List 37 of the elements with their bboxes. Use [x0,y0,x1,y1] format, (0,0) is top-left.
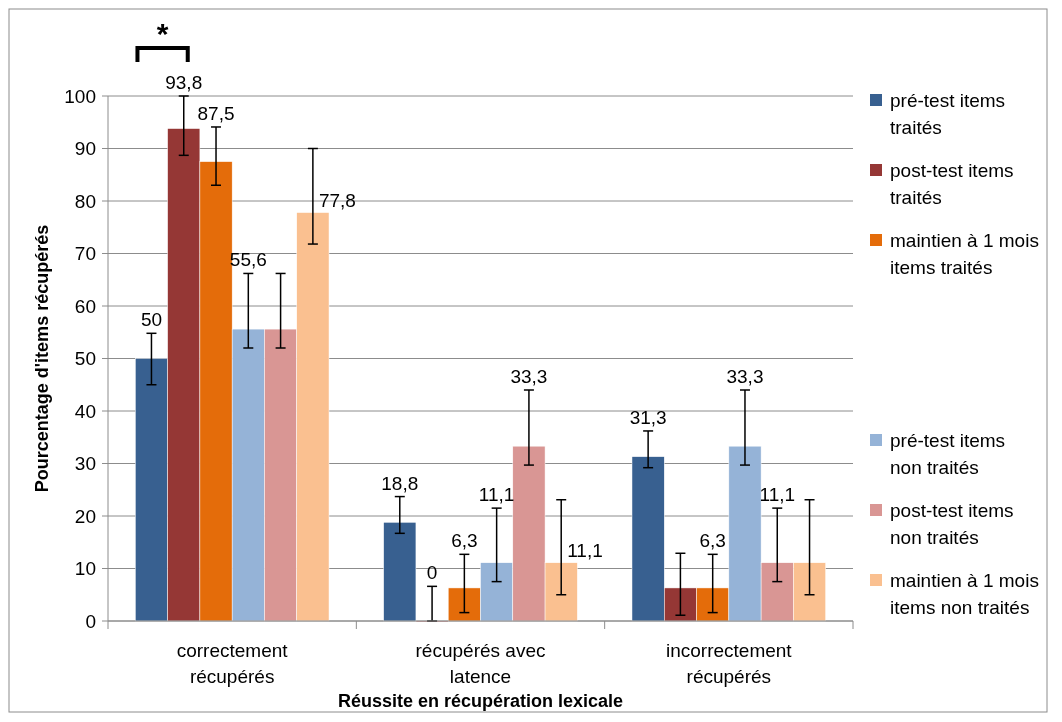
legend-label: pré-test items traités [890,89,1006,138]
y-tick-label: 10 [74,558,96,580]
data-label: 18,8 [381,472,419,494]
text: * [156,17,169,50]
data-label: 6,3 [451,530,478,552]
y-tick-label: 60 [74,295,96,317]
legend-label: post-test items traités [890,159,1014,208]
y-tick-label: 30 [74,453,96,475]
x-tick-label: récupérés avec latence [415,640,546,687]
y-tick-label: 90 [74,138,96,160]
x-tick-label: incorrectement récupérés [666,640,793,687]
data-label: 87,5 [197,102,235,124]
data-label: 11,1 [759,484,796,506]
data-label: 11,1 [478,484,515,506]
y-tick-label: 70 [74,243,96,265]
x-tick-label: correctement récupérés [176,640,289,687]
y-tick-label: 50 [74,348,96,370]
y-tick-label: 80 [74,190,96,212]
data-label: 6,3 [699,530,726,552]
y-axis-title: Pourcentage d'items récupérés [32,224,52,493]
data-label: 77,8 [318,189,356,211]
x-axis-title: Réussite en récupération lexicale [337,691,624,711]
data-label: 33,3 [726,366,764,387]
data-label: 0 [426,562,438,584]
data-label: 50 [140,309,163,331]
data-label: 31,3 [629,406,667,428]
data-label: 93,8 [165,72,203,93]
y-tick-label: 100 [64,85,96,107]
y-tick-label: 0 [85,610,96,632]
data-label: 11,1 [567,539,603,561]
legend-label: maintien à 1 mois items traités [890,229,1039,278]
legend-label: pré-test items non traités [890,429,1006,478]
y-tick-label: 20 [74,505,96,527]
data-label: 33,3 [510,366,548,387]
legend-label: post-test items non traités [890,499,1014,548]
y-tick-label: 40 [74,400,96,422]
legend-label: maintien à 1 mois items non traités [890,569,1039,618]
